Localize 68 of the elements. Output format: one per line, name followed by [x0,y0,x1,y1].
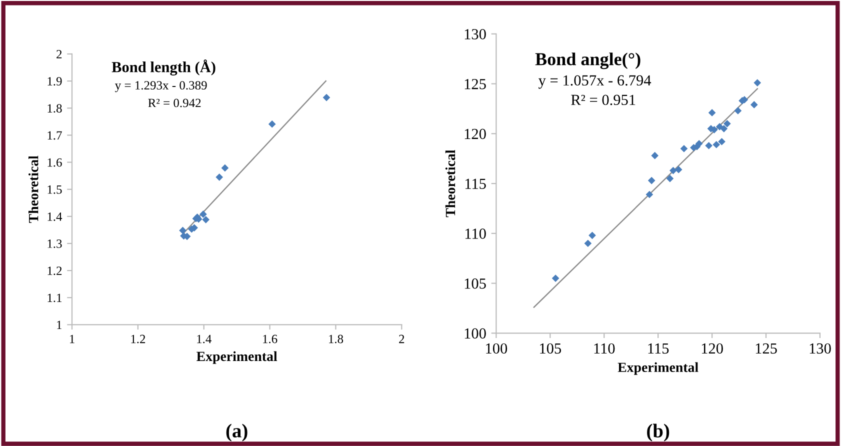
point [670,166,677,174]
x-tick-label: 100 [486,343,508,354]
text: Bond angle(°) [535,52,640,70]
y-axis-title: Theoretical [28,156,38,223]
y-tick-label: 120 [464,128,486,140]
y-tick-label: 1.2 [48,266,62,276]
point [680,144,688,152]
annotation: R² = 0.942 [148,98,201,108]
y-tick-label: 1.9 [48,77,62,86]
x-tick-label: 105 [540,343,562,354]
x-tick-label: 1.6 [263,334,278,344]
annotation: y = 1.293x - 0.389 [115,81,207,92]
annotation: y = 1.057x - 6.794 [538,75,652,89]
point [552,274,560,282]
chart-title: Bond length (Å) [112,60,216,76]
point [202,216,210,224]
x-axis-title: Experimental [196,351,278,364]
point [750,101,758,108]
x-tick-label: 1.2 [131,334,146,344]
point [216,173,224,181]
x-tick-label: 1.8 [329,334,344,344]
text: (a) [226,424,248,442]
y-tick-label: 1.5 [48,185,62,194]
y-tick-label: 1.6 [48,158,62,167]
point [666,174,674,182]
x-tick-label: 1.4 [197,334,212,344]
x-tick-label: 2 [399,334,404,344]
y-tick-label: 105 [464,278,486,289]
y-tick-label: 130 [464,29,486,40]
point [268,120,276,128]
point [584,240,592,248]
point [322,94,330,102]
point [200,210,207,218]
annotation: R² = 0.951 [571,94,636,106]
y-tick-label: 125 [464,78,486,90]
point [712,140,720,148]
point [648,176,656,184]
x-tick-label: 120 [702,343,723,354]
point [720,124,728,132]
point [695,140,703,148]
y-tick-label: 1.7 [48,131,62,140]
x-tick-label: 130 [810,343,831,354]
point [708,109,716,116]
x-tick-label: 110 [594,343,615,354]
x-tick-label: 115 [648,343,669,354]
point [734,107,742,114]
x-axis-title: Experimental [618,362,698,375]
point [651,152,659,160]
text: (b) [647,424,670,442]
x-tick-label: 1 [70,334,74,344]
point [718,138,726,146]
point [674,166,682,174]
point [646,190,654,198]
y-axis-title: Theoretical [445,150,456,218]
point [588,232,596,240]
y-tick-label: 1.4 [48,212,62,221]
y-tick-label: 1.3 [48,240,62,248]
x-tick-label: 125 [756,343,777,354]
point [754,79,762,86]
y-tick-label: 1 [57,320,62,330]
y-tick-label: 115 [465,178,486,189]
point [705,142,712,150]
y-tick-label: 1.8 [48,104,62,113]
y-tick-label: 2 [56,50,62,58]
y-tick-label: 110 [465,228,486,239]
y-tick-label: 1.1 [48,294,62,302]
point [221,164,229,172]
point [723,120,731,128]
